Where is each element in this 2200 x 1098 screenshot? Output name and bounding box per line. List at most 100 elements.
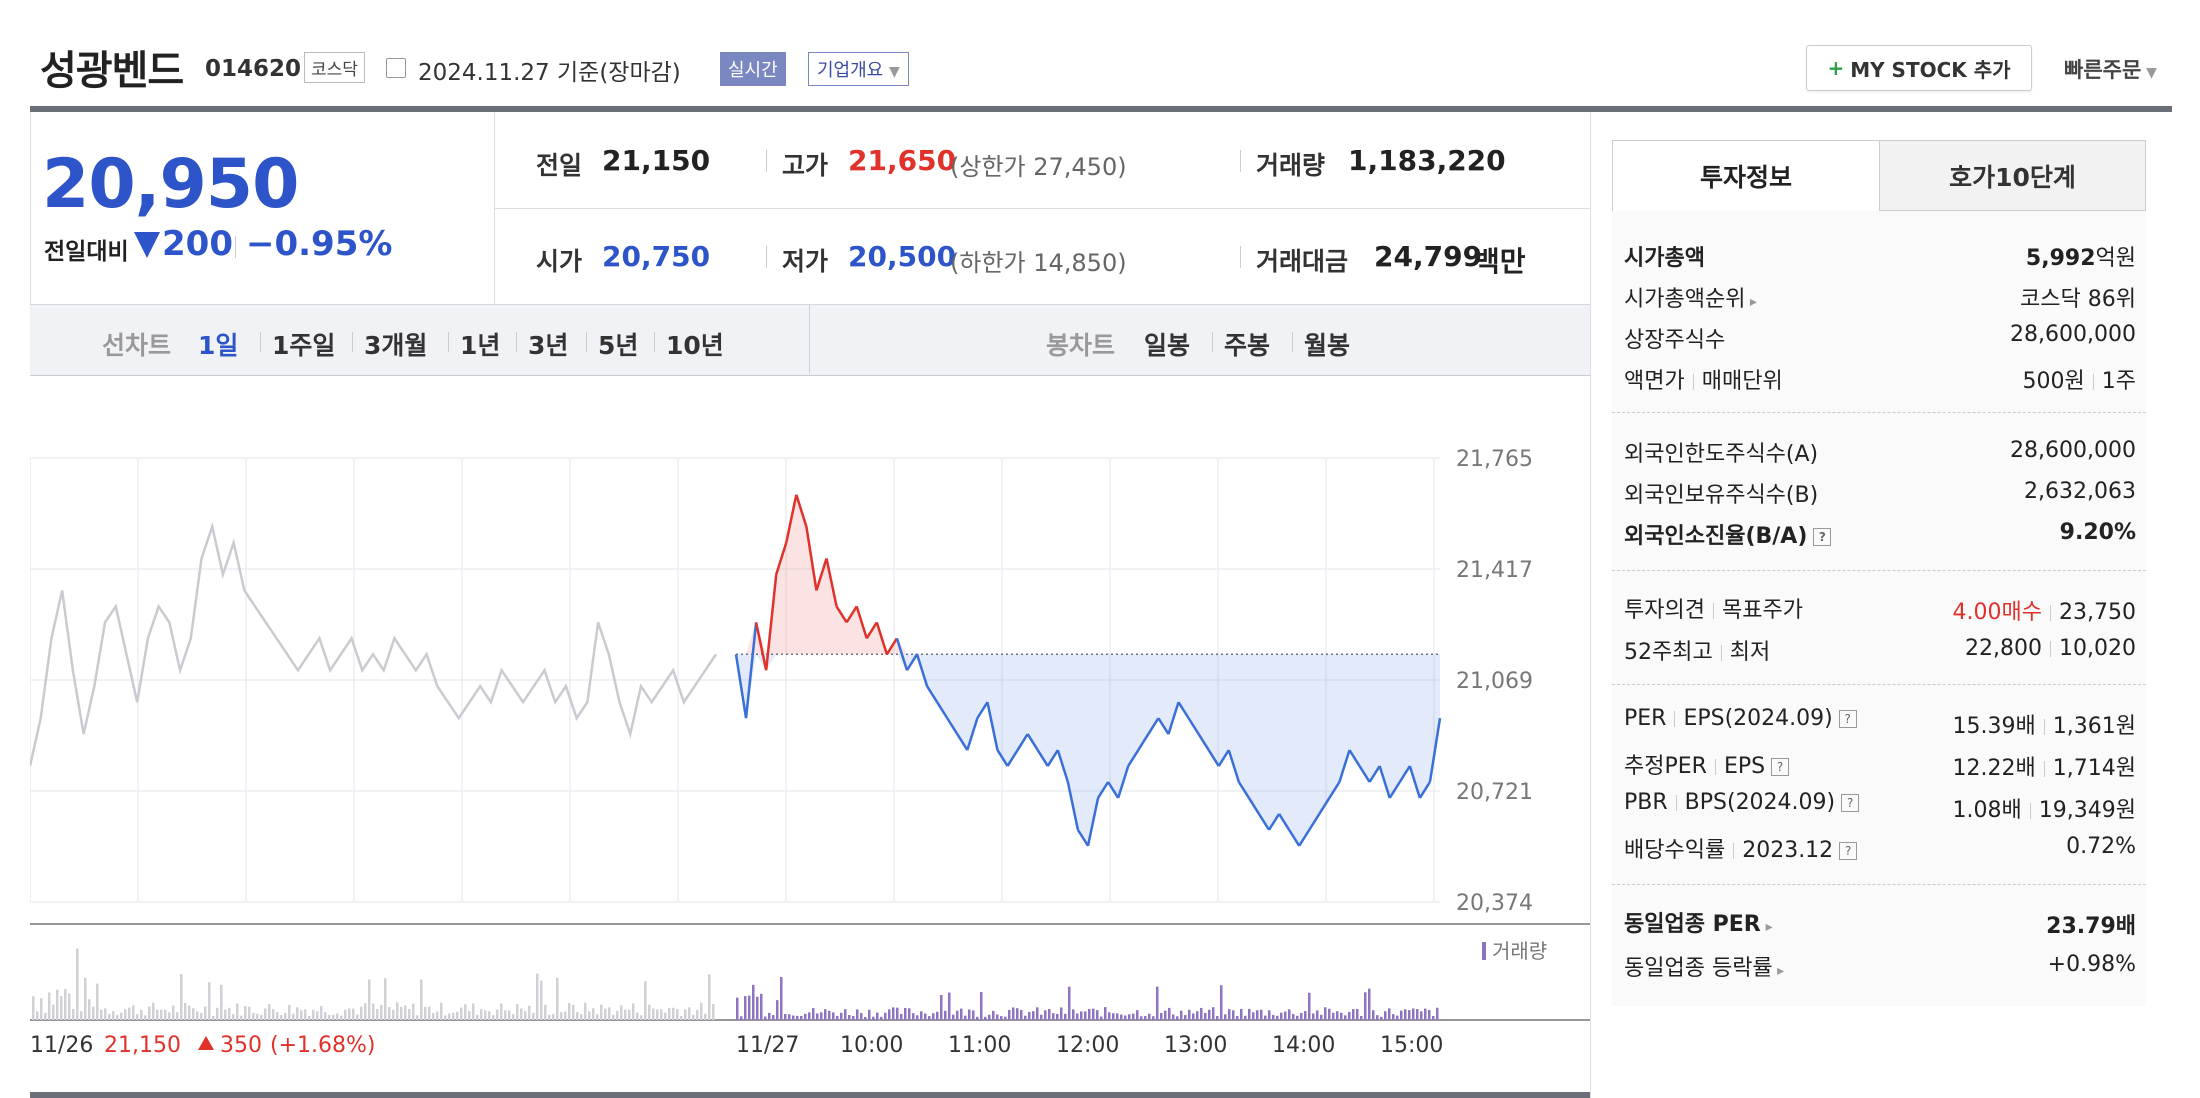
volume-bar — [748, 995, 751, 1020]
trade-unit-label: 매매단위 — [1701, 369, 1783, 394]
volume-bar — [756, 996, 759, 1020]
volume-bar — [908, 1008, 911, 1020]
volume-bar — [832, 1012, 835, 1020]
est-eps: 1,714원 — [2052, 756, 2136, 781]
volume-bar — [860, 1013, 863, 1020]
volume-bar — [1348, 1011, 1351, 1020]
volume-bar — [1068, 986, 1071, 1020]
price-line-segment — [1428, 717, 1442, 783]
foreign-ratio-value: 9.20% — [2059, 520, 2136, 545]
volume-bar — [1356, 1009, 1359, 1020]
price-chart[interactable]: 21,765 21,417 21,069 20,721 20,374 거래량 11/26… — [30, 440, 1590, 1070]
tab-period-5[interactable]: 5년 — [598, 331, 639, 360]
est-per-value: 12.22배 1,714원 — [1953, 750, 2136, 782]
volume-bar — [1264, 1015, 1267, 1020]
pbr-bps-value: 1.08배 19,349원 — [1953, 792, 2136, 824]
volume-bar — [544, 1004, 547, 1020]
tab-order-book[interactable]: 호가10단계 — [1879, 140, 2146, 211]
price-line-segment — [1358, 765, 1371, 783]
pbr-value: 1.08배 — [1952, 798, 2022, 823]
volume-bar — [912, 1013, 915, 1020]
volume-bar — [880, 1016, 883, 1020]
volume-bar — [80, 1011, 83, 1020]
volume-bar — [596, 1014, 599, 1020]
foreign-limit-label: 외국인한도주식수(A) — [1624, 442, 1819, 467]
market-cap-unit: 억원 — [2095, 246, 2136, 271]
volume-bar — [788, 1014, 791, 1020]
tab-candle-2[interactable]: 월봉 — [1304, 331, 1351, 360]
high-label: 고가 — [782, 151, 829, 180]
volume-bar — [896, 1007, 899, 1020]
volume-bar — [148, 1006, 151, 1020]
cap-rank-link[interactable]: 시가총액순위 ▸ — [1624, 281, 1757, 313]
tab-period-1[interactable]: 1주일 — [272, 331, 336, 360]
help-icon[interactable]: ? — [1771, 758, 1790, 776]
volume-bar — [1336, 1011, 1339, 1020]
tab-invest-info[interactable]: 투자정보 — [1612, 140, 1880, 211]
dividend-label-text: 배당수익률 — [1624, 838, 1726, 863]
volume-bar — [868, 1009, 871, 1020]
pbr-bps-label: PBR BPS(2024.09)? — [1624, 790, 1860, 815]
price-line-segment — [1318, 797, 1331, 815]
volume-bar — [1416, 1009, 1419, 1020]
volume-bar — [200, 1012, 203, 1020]
line-chart-label: 선차트 — [102, 331, 172, 360]
volume-bar — [932, 1013, 935, 1020]
volume-bar — [1164, 1010, 1167, 1020]
volume-bar — [804, 1013, 807, 1020]
tab-period-0[interactable]: 1일 — [198, 331, 239, 360]
volume-bar — [320, 1005, 323, 1020]
volume-bar — [548, 1014, 551, 1020]
tab-period-2[interactable]: 3개월 — [364, 331, 428, 360]
volume-bar — [624, 1009, 627, 1020]
sector-per-link[interactable]: 동일업종 PER ▸ — [1624, 906, 1773, 938]
volume-bar — [708, 974, 711, 1020]
volume-bar — [536, 973, 539, 1020]
tab-period-6[interactable]: 10년 — [666, 331, 724, 360]
volume-bar — [948, 992, 951, 1020]
up-area — [736, 494, 1440, 655]
volume-bar — [184, 1003, 187, 1020]
volume-bar — [136, 1014, 139, 1020]
volume-bar — [264, 1008, 267, 1020]
add-my-stock-button[interactable]: + MY STOCK 추가 — [1806, 45, 2032, 91]
help-icon[interactable]: ? — [1838, 710, 1857, 728]
help-icon[interactable]: ? — [1813, 528, 1832, 546]
volume-bar — [628, 1009, 631, 1020]
y-tick-label: 20,721 — [1456, 780, 1533, 805]
price-line-segment — [1298, 829, 1311, 847]
volume-bar — [296, 1007, 299, 1020]
volume-bar — [848, 1014, 851, 1020]
sector-change-link[interactable]: 동일업종 등락률 ▸ — [1624, 950, 1784, 982]
company-overview-dropdown[interactable]: 기업개요 ▼ — [808, 52, 909, 86]
volume-bar — [1180, 1010, 1183, 1020]
tab-period-3[interactable]: 1년 — [460, 331, 501, 360]
volume-bar — [1024, 1015, 1027, 1020]
volume-bar — [380, 1004, 383, 1020]
volume-bar — [512, 1014, 515, 1020]
price-line-segment — [815, 558, 828, 591]
volume-bar — [684, 1009, 687, 1020]
help-icon[interactable]: ? — [1841, 794, 1860, 812]
tab-candle-0[interactable]: 일봉 — [1144, 331, 1191, 360]
volume-bar — [772, 1015, 775, 1020]
prev-day-change: 350 — [220, 1033, 262, 1058]
volume-bar — [1124, 1015, 1127, 1020]
volume-bar — [268, 1004, 271, 1020]
volume-bar — [284, 1012, 287, 1020]
tab-candle-1[interactable]: 주봉 — [1224, 331, 1271, 360]
volume-bar — [332, 1014, 335, 1020]
help-icon[interactable]: ? — [1839, 842, 1858, 860]
change-amount: 200 — [162, 224, 233, 264]
volume-bar — [636, 1012, 639, 1020]
volume-bar — [944, 1010, 947, 1020]
volume-bar — [316, 1011, 319, 1020]
realtime-button[interactable]: 실시간 — [720, 52, 786, 86]
invest-info-panel — [1612, 210, 2146, 1006]
quick-order-dropdown[interactable]: 빠른주문 ▼ — [2064, 54, 2157, 84]
volume-bar — [792, 1015, 795, 1020]
tab-period-4[interactable]: 3년 — [528, 331, 569, 360]
low-label: 저가 — [782, 247, 829, 276]
foreign-limit-value: 28,600,000 — [2010, 438, 2136, 463]
volume-bar — [1088, 1008, 1091, 1020]
